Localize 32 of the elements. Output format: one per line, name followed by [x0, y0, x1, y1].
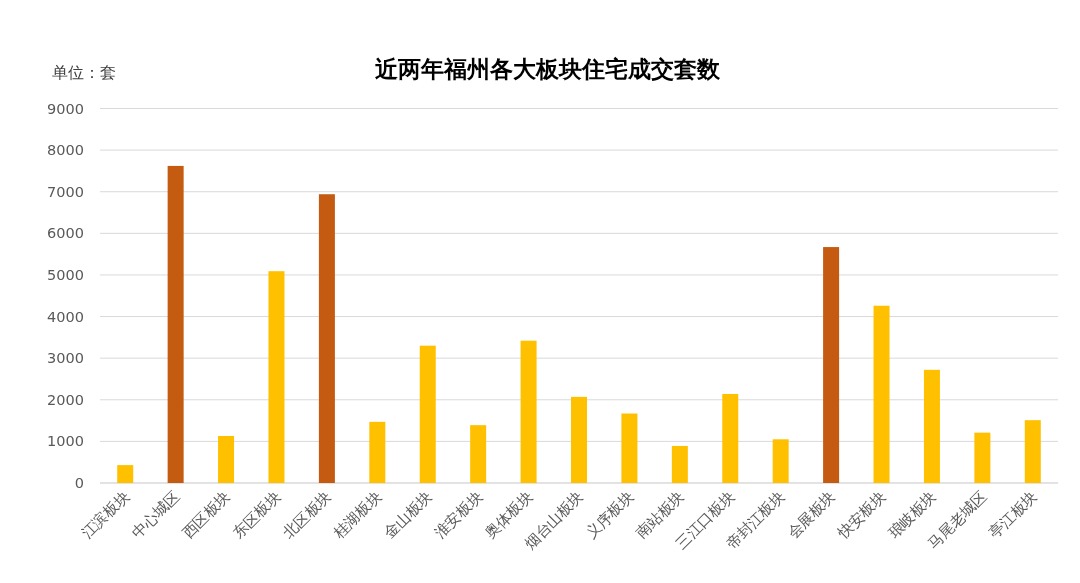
bar [923, 369, 940, 483]
y-tick-label: 4000 [47, 308, 84, 325]
bar [268, 271, 285, 483]
bar [823, 247, 840, 483]
bar [318, 194, 335, 483]
bar [369, 421, 386, 483]
bar [419, 345, 436, 483]
y-tick-label: 1000 [47, 433, 84, 450]
bar [671, 445, 688, 483]
x-tick-label: 淮安板块 [430, 487, 486, 543]
y-tick-label: 9000 [47, 100, 84, 117]
bar [117, 465, 134, 483]
bar [772, 439, 789, 483]
bar [571, 396, 587, 483]
bar [974, 432, 991, 483]
y-tick-label: 7000 [47, 183, 84, 200]
bar [873, 305, 890, 483]
y-axis-title: 单位：套 [52, 63, 116, 82]
bar [470, 425, 487, 483]
y-tick-label: 3000 [47, 350, 84, 367]
chart-title: 近两年福州各大板块住宅成交套数 [373, 56, 721, 82]
y-tick-label: 5000 [47, 266, 84, 283]
y-tick-label: 2000 [47, 391, 84, 408]
bar [520, 340, 537, 483]
y-tick-label: 6000 [47, 225, 84, 242]
y-tick-label: 8000 [47, 142, 84, 159]
bar [218, 435, 235, 483]
bar [722, 393, 739, 483]
bar [1024, 420, 1041, 483]
bar [621, 413, 638, 483]
bar [167, 165, 184, 483]
y-tick-label: 0 [74, 475, 84, 491]
